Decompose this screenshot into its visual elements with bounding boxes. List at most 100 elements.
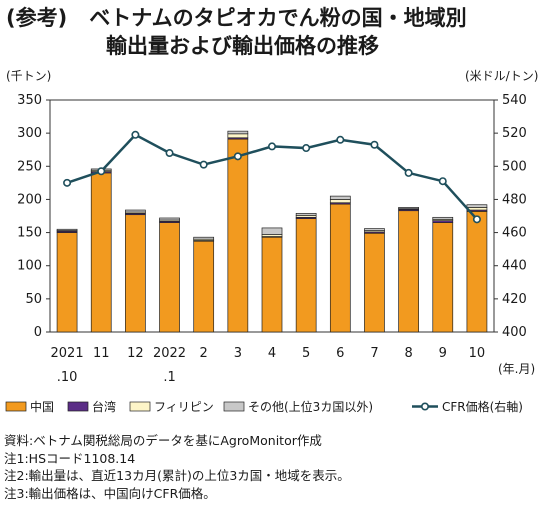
y-tick-label: 100 (17, 259, 42, 274)
bar-segment (364, 232, 385, 333)
legend-swatch (5, 401, 27, 412)
bar-segment (227, 138, 249, 333)
x-tick-label: 4 (268, 346, 276, 361)
cfr-point (63, 178, 72, 187)
x-tick-label-sub: .1 (163, 370, 175, 385)
chart: (千トン) (米ドル/トン) 0 50 100 150 200 250 300 350 400… (5, 69, 538, 414)
bar-segment (295, 212, 317, 216)
cfr-point (302, 144, 311, 153)
note-source: 資料:ベトナム関税総局のデータを基にAgroMonitor作成 (4, 433, 322, 448)
x-tick-label: 12 (127, 346, 144, 361)
cfr-point (336, 135, 345, 144)
x-tick-label: 2 (200, 346, 208, 361)
y2-tick-label: 440 (502, 259, 527, 274)
bar-segment (295, 218, 317, 333)
x-tick-label: 9 (439, 346, 447, 361)
y2-tick-label: 400 (502, 325, 527, 340)
bar-segment (466, 211, 488, 333)
bar-segment (432, 216, 454, 220)
bar-segment (329, 203, 351, 333)
x-tick-label: 6 (336, 346, 344, 361)
x-axis: 2021 .10 11 12 2022 .1 2 3 4 5 6 7 8 9 10 (51, 346, 486, 385)
y-tick-label: 350 (17, 93, 42, 108)
bar-segment (56, 228, 78, 231)
x-unit: (年.月) (498, 362, 535, 376)
y2-tick-label: 480 (502, 192, 527, 207)
cfr-point (267, 142, 276, 151)
x-tick-label: 7 (370, 346, 378, 361)
cfr-point (438, 177, 447, 186)
bar-segment (227, 133, 249, 139)
y-tick-label: 50 (25, 292, 42, 307)
x-tick-label: 11 (93, 346, 110, 361)
y-tick-label: 250 (17, 159, 42, 174)
note-2: 注2:輸出量は、直近13カ月(累計)の上位3カ国・地域を表示。 (4, 468, 350, 483)
title-prefix: (参考) (6, 6, 68, 30)
cfr-point (370, 140, 379, 149)
left-axis: 0 50 100 150 200 250 300 350 (17, 93, 50, 340)
notes: 資料:ベトナム関税総局のデータを基にAgroMonitor作成 注1:HSコード… (4, 432, 350, 502)
bar-segment (56, 232, 78, 333)
bars (56, 130, 488, 333)
cfr-point (131, 130, 140, 139)
legend-label: CFR価格(右軸) (442, 399, 523, 414)
x-tick-label: 5 (302, 346, 310, 361)
x-tick-label: 3 (234, 346, 242, 361)
cfr-point (472, 215, 481, 224)
bar-segment (125, 214, 146, 333)
bar-segment (432, 222, 454, 333)
bar-segment (261, 227, 283, 235)
legend: 中国 台湾 フィリピン その他(上位3カ国以外) CFR価格(右軸) (5, 399, 523, 414)
note-1: 注1:HSコード1108.14 (4, 450, 136, 466)
cfr-point (97, 167, 106, 176)
bar-segment (125, 209, 146, 213)
chart-title: (参考) ベトナムのタピオカでん粉の国・地域別 輸出量および輸出価格の推移 (6, 4, 467, 60)
cfr-point (404, 168, 413, 177)
bar-segment (90, 172, 112, 333)
cfr-line (63, 130, 481, 224)
bar-segment (193, 240, 215, 333)
y-tick-label: 150 (17, 226, 42, 241)
cfr-point (199, 160, 208, 169)
x-tick-label: 2022 (153, 346, 186, 361)
x-tick-label: 2021 (51, 346, 84, 361)
legend-swatch (129, 401, 151, 412)
bar-segment (364, 228, 385, 231)
y-tick-label: 300 (17, 126, 42, 141)
bar-segment (329, 195, 351, 200)
bar-segment (466, 204, 488, 208)
bar-segment (227, 130, 249, 135)
x-tick-label-sub: .10 (57, 370, 78, 385)
legend-label: フィリピン (154, 400, 214, 414)
bar-segment (261, 236, 283, 333)
note-3: 注3:輸出価格は、中国向けCFR価格。 (4, 485, 216, 501)
y2-tick-label: 420 (502, 292, 527, 307)
bar-segment (398, 207, 419, 210)
y2-tick-label: 460 (502, 226, 527, 241)
y-tick-label: 200 (17, 192, 42, 207)
legend-swatch (223, 401, 245, 412)
cfr-point (233, 152, 242, 161)
title-line1: ベトナムのタピオカでん粉の国・地域別 (89, 6, 467, 30)
y2-tick-label: 540 (502, 93, 527, 108)
legend-marker (420, 402, 429, 411)
legend-label: その他(上位3カ国以外) (248, 399, 373, 414)
title-line2: 輸出量および輸出価格の推移 (106, 34, 379, 58)
legend-swatch (67, 401, 89, 412)
y2-tick-label: 520 (502, 126, 527, 141)
x-tick-label: 8 (404, 346, 412, 361)
y2-tick-label: 500 (502, 159, 527, 174)
bar-segment (159, 217, 180, 221)
legend-label: 中国 (30, 399, 54, 414)
y-tick-label: 0 (34, 325, 42, 340)
bar-segment (193, 236, 215, 240)
right-axis: 400 420 440 460 480 500 520 540 (494, 93, 527, 340)
legend-label: 台湾 (92, 399, 116, 414)
x-tick-label: 10 (469, 346, 486, 361)
bar-segment (398, 210, 419, 333)
left-axis-unit: (千トン) (6, 69, 51, 83)
right-axis-unit: (米ドル/トン) (465, 69, 538, 83)
bar-segment (159, 222, 180, 333)
cfr-point (165, 149, 174, 158)
bar-segment (329, 199, 351, 204)
